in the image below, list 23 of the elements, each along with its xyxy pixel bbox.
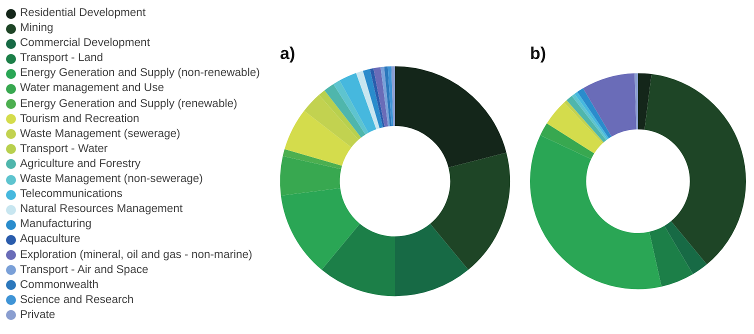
legend-label: Waste Management (non-sewerage) — [20, 172, 203, 188]
legend-label: Energy Generation and Supply (non-renewable) — [20, 66, 260, 82]
legend-label: Mining — [20, 21, 54, 36]
legend-label: Science and Research — [20, 292, 134, 308]
legend-label: Transport - Land — [20, 51, 104, 66]
legend-label: Manufacturing — [20, 217, 92, 232]
legend-label: Tourism and Recreation — [20, 112, 140, 127]
text: a) — [280, 44, 296, 63]
legend-label: Residential Development — [20, 6, 146, 21]
legend-label: Waste Management (sewerage) — [20, 126, 180, 142]
legend-label: Telecommunications — [20, 187, 122, 202]
legend-label: Water management and Use — [20, 81, 164, 96]
legend-label: Transport - Water — [20, 142, 108, 157]
legend-label: Private — [20, 308, 56, 323]
legend-label: Energy Generation and Supply (renewable) — [20, 96, 238, 112]
legend-label: Commercial Development — [20, 36, 150, 52]
legend-label: Aquaculture — [20, 232, 80, 248]
legend-label: Exploration (mineral, oil and gas - non-marine) — [20, 248, 252, 262]
chart-title: b) — [530, 44, 546, 63]
legend-label: Commonwealth — [20, 278, 98, 293]
legend-label: Natural Resources Management — [20, 202, 183, 218]
legend-label: Agriculture and Forestry — [20, 156, 141, 172]
legend-label: Transport - Air and Space — [20, 262, 148, 278]
